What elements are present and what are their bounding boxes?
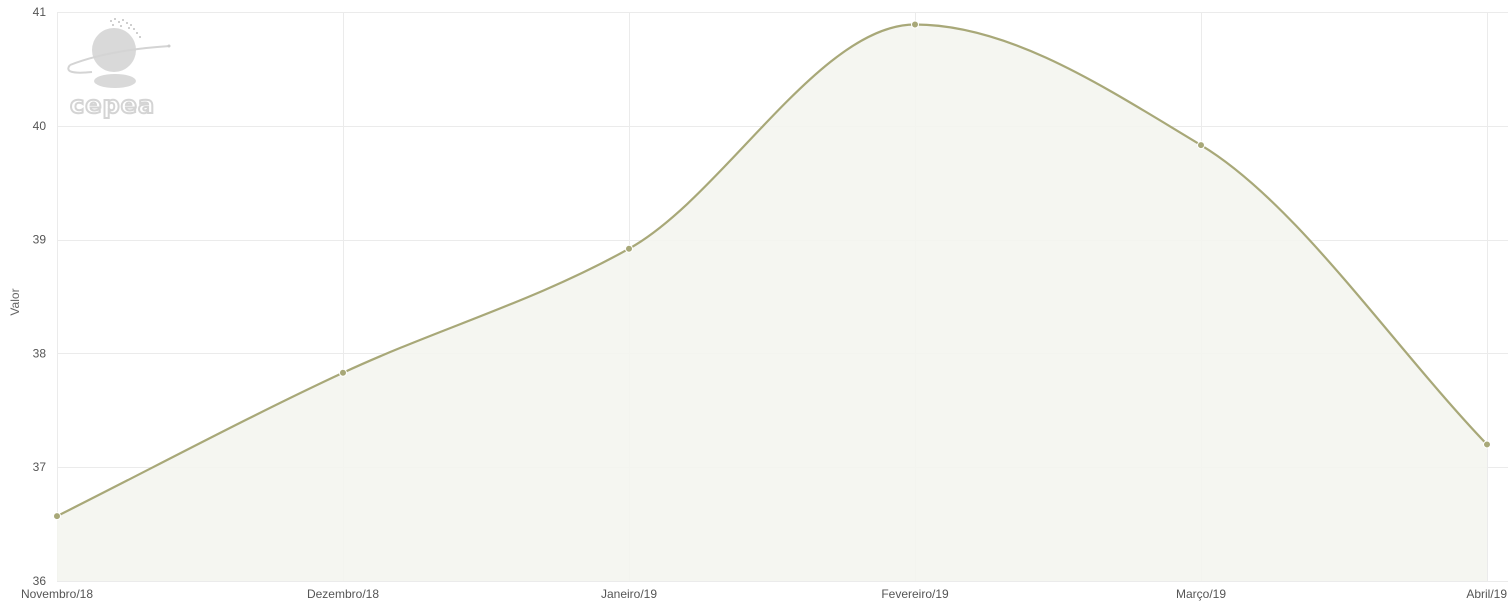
series-area-fill [57, 24, 1487, 581]
logo-wordmark: cepea [70, 91, 155, 119]
x-tick-label-0: Novembro/18 [21, 587, 93, 601]
y-tick-label-4: 40 [33, 119, 47, 133]
x-tick-label-5: Abril/19 [1466, 587, 1507, 601]
series-line [56, 23, 1488, 518]
y-axis-title: Valor [8, 288, 22, 315]
data-point-4 [1197, 141, 1205, 150]
data-point-0 [53, 512, 61, 521]
globe-icon [67, 18, 171, 88]
data-point-3 [911, 20, 919, 29]
series-area [57, 24, 1487, 581]
data-point-1 [339, 368, 347, 377]
y-tick-label-3: 39 [33, 233, 47, 247]
data-point-2 [625, 244, 633, 253]
cepea-logo: cepea [67, 18, 171, 120]
y-tick-label-0: 36 [33, 574, 47, 588]
x-tick-label-2: Janeiro/19 [601, 587, 657, 601]
y-axis-ticks: 36 37 38 39 40 41 [33, 5, 47, 588]
y-tick-label-5: 41 [33, 5, 47, 19]
data-point-5 [1483, 440, 1491, 449]
y-tick-label-1: 37 [33, 460, 47, 474]
series-line-path [56, 23, 1488, 518]
x-tick-label-1: Dezembro/18 [307, 587, 379, 601]
y-tick-label-2: 38 [33, 346, 47, 360]
x-tick-label-3: Fevereiro/19 [881, 587, 949, 601]
x-tick-label-4: Março/19 [1176, 587, 1226, 601]
data-points [53, 20, 1491, 521]
x-axis-ticks: Novembro/18 Dezembro/18 Janeiro/19 Fevereir… [21, 587, 1507, 601]
